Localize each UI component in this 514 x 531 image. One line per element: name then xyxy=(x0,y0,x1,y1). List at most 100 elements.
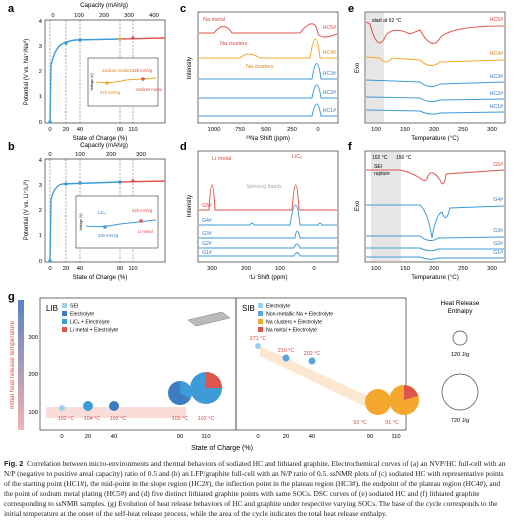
lib-onset-temperatures: 102 °C 104 °C 102 °C 102 °C 102 °C xyxy=(58,416,215,422)
plot-frame xyxy=(364,11,506,124)
svg-text:G4#: G4# xyxy=(493,197,503,203)
svg-text:20: 20 xyxy=(63,266,69,272)
ann-na-clusters: Na clusters xyxy=(220,41,248,47)
li-metal-sheet-icon xyxy=(187,311,231,327)
x-tick-labels: 1000 750 500 250 0 xyxy=(208,127,320,133)
svg-text:0: 0 xyxy=(48,127,51,133)
svg-text:HC5#: HC5# xyxy=(323,25,336,31)
sib-section: SIB Electrolyte Non-metallic Na + Electr… xyxy=(242,303,419,440)
dsc-hc4 xyxy=(365,56,505,66)
spectrum-hc2 xyxy=(199,84,337,99)
metal-point xyxy=(141,77,145,81)
svg-text:300: 300 xyxy=(124,13,134,19)
svg-text:200: 200 xyxy=(429,266,439,272)
svg-text:200: 200 xyxy=(28,372,38,378)
small-enthalpy-circle xyxy=(452,330,468,346)
svg-text:G1#: G1# xyxy=(202,250,212,256)
svg-text:HC1#: HC1# xyxy=(490,104,503,110)
y-axis-label: Exo xyxy=(355,62,361,73)
panel-d: d Intensity 300 200 100 0 ⁷Li Shift (ppm… xyxy=(180,141,339,281)
dsc-labels: G5# G4# G3# G2# G1# xyxy=(493,162,503,256)
svg-text:Electrolyte: Electrolyte xyxy=(70,312,94,318)
sib-bubbles xyxy=(255,343,419,415)
svg-text:90: 90 xyxy=(117,127,123,133)
charge-curve xyxy=(49,38,121,123)
spectrum-hc1 xyxy=(199,103,337,117)
inset-b: Voltage (V) LiC₆ 340 mAh/g 420 mAh/g Li … xyxy=(75,195,159,249)
sib-legend: Electrolyte Non-metallic Na + Electrolyt… xyxy=(258,303,333,334)
svg-text:G2#: G2# xyxy=(493,241,503,247)
x-tick-labels: 100 150 200 250 300 xyxy=(371,266,497,272)
svg-text:LiCₓ + Electrolyte: LiCₓ + Electrolyte xyxy=(70,320,110,326)
svg-text:110: 110 xyxy=(201,434,210,440)
x-axis-label: Temperature (°C) xyxy=(411,274,459,281)
svg-text:100: 100 xyxy=(275,266,285,272)
x-axis-label: State of Charge (%) xyxy=(73,274,128,281)
svg-text:HC1#: HC1# xyxy=(323,108,336,114)
svg-text:90: 90 xyxy=(117,266,123,272)
svg-text:200: 200 xyxy=(241,266,251,272)
y-axis-label: Potential (V vs. Na⁺/Na⁰) xyxy=(23,39,30,106)
spectrum-labels: HC5# HC4# HC3# HC2# HC1# xyxy=(323,25,336,114)
large-enthalpy-circle xyxy=(441,373,479,411)
sib-onset-temperatures: 271 °C 210 °C 202 °C 92 °C 91 °C xyxy=(250,336,399,426)
svg-text:300: 300 xyxy=(487,266,497,272)
lib-x-tick-labels: 0 20 40 90 110 xyxy=(60,434,210,440)
lib-section: LIB SEI Electrolyte LiCₓ + Electrolyte L… xyxy=(46,303,231,440)
panel-f: f Exo 100 150 200 250 300 Temperature (°… xyxy=(348,141,506,281)
svg-text:40: 40 xyxy=(309,434,315,440)
dsc-hc1 xyxy=(365,109,505,115)
svg-text:40: 40 xyxy=(111,434,117,440)
inset-y-label: Voltage (V) xyxy=(79,213,83,230)
panel-letter: c xyxy=(180,3,186,15)
svg-text:110: 110 xyxy=(128,127,137,133)
y-tick-labels: 0 1 2 3 4 xyxy=(39,19,43,126)
svg-text:300: 300 xyxy=(136,152,146,158)
svg-text:40: 40 xyxy=(77,127,83,133)
y-axis-label: Exo xyxy=(355,200,361,211)
svg-text:3: 3 xyxy=(39,44,42,50)
svg-text:4: 4 xyxy=(39,158,43,164)
panel-c: c Intensity 1000 750 500 250 0 ²³Na Shif… xyxy=(180,3,339,142)
svg-text:HC2#: HC2# xyxy=(323,90,336,96)
ann-lic6: LiC₆ xyxy=(98,210,107,215)
svg-text:90: 90 xyxy=(177,434,183,440)
onset-temperature-band xyxy=(46,407,186,418)
top-tick-labels: 0 100 200 300 xyxy=(48,152,145,158)
svg-text:0: 0 xyxy=(39,259,42,265)
svg-text:HC3#: HC3# xyxy=(490,74,503,80)
svg-text:0: 0 xyxy=(256,434,259,440)
svg-text:20: 20 xyxy=(283,434,289,440)
temperature-gradient-bar xyxy=(18,300,24,430)
svg-text:G2#: G2# xyxy=(202,241,212,247)
svg-text:150: 150 xyxy=(400,127,410,133)
panel-letter: g xyxy=(8,291,15,303)
svg-text:100: 100 xyxy=(371,127,381,133)
spectrum-g5 xyxy=(199,184,337,211)
svg-text:200: 200 xyxy=(99,13,109,19)
spectrum-hc3 xyxy=(199,63,337,80)
ann-li-metal: Li metal xyxy=(212,156,231,162)
enthalpy-title-line2: Enthalpy xyxy=(448,308,474,315)
svg-text:300: 300 xyxy=(28,335,38,341)
svg-text:90: 90 xyxy=(367,434,373,440)
spectrum-g3 xyxy=(199,230,337,239)
svg-text:1000: 1000 xyxy=(208,127,221,133)
svg-text:200: 200 xyxy=(429,127,439,133)
spectrum-hc5 xyxy=(199,23,338,38)
panel-letter: f xyxy=(348,141,352,153)
spectrum-g1 xyxy=(199,252,337,257)
y-axis-label: Intensity xyxy=(187,195,193,217)
dsc-hc2 xyxy=(365,96,505,103)
x-tick-labels: 0 20 40 90 110 xyxy=(48,127,137,133)
svg-text:G5#: G5# xyxy=(202,203,212,209)
x-tick-labels: 0 20 40 90 110 xyxy=(48,266,137,272)
ann-150-c: 150 °C xyxy=(396,155,412,161)
ann-metal-capacity: 326 mAh/g xyxy=(132,68,153,73)
ann-na-metal: Na metal xyxy=(203,17,225,23)
ann-lic6-capacity: 340 mAh/g xyxy=(98,233,119,238)
svg-text:300: 300 xyxy=(487,127,497,133)
inset-a: Voltage (V) Sodium clusters 270 mAh/g 32… xyxy=(87,57,162,107)
plot-frame xyxy=(364,150,506,263)
x-axis-label: State of Charge (%) xyxy=(191,445,253,452)
